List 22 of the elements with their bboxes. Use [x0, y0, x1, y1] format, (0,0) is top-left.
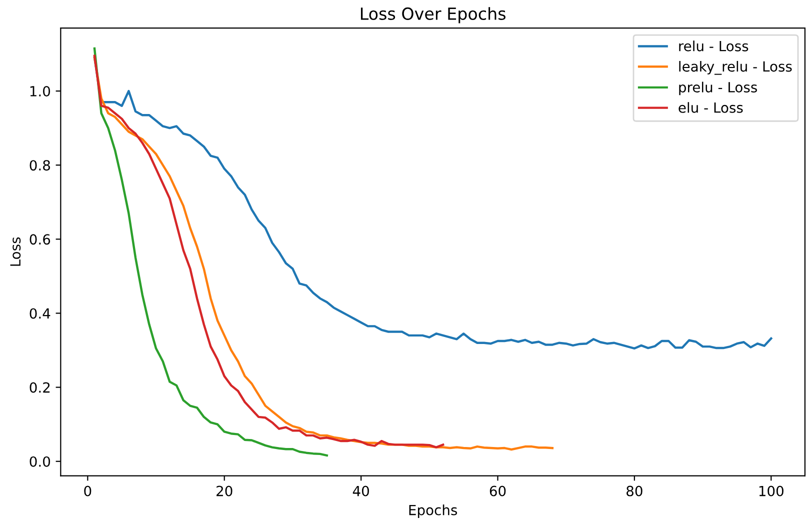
- line-series: [93, 56, 554, 451]
- y-tick-label: 0.6: [30, 234, 50, 245]
- x-axis-title: Epochs: [409, 504, 458, 518]
- x-tick-label: 100: [759, 486, 784, 496]
- legend-label: elu - Loss: [678, 102, 743, 113]
- x-tick-label: 60: [490, 486, 506, 496]
- line-series: [93, 47, 328, 457]
- x-tick-label: 0: [84, 486, 92, 496]
- y-tick-label: 0.8: [30, 160, 50, 171]
- legend-label: relu - Loss: [679, 40, 748, 52]
- x-tick-label: 80: [626, 486, 642, 496]
- y-tick-label: 0.4: [30, 308, 50, 319]
- y-tick-label: 0.2: [30, 382, 50, 393]
- legend-label: leaky_relu - Loss: [679, 60, 792, 75]
- y-tick-label: 0.0: [30, 456, 50, 467]
- chart-title: Loss Over Epochs: [360, 7, 506, 24]
- x-tick-label: 40: [352, 486, 369, 496]
- x-tick-label: 20: [216, 486, 232, 496]
- line-series: [93, 54, 444, 448]
- y-tick-label: 1.0: [30, 86, 50, 97]
- legend-label: prelu - Loss: [679, 82, 757, 96]
- y-axis-title: Loss: [10, 237, 21, 266]
